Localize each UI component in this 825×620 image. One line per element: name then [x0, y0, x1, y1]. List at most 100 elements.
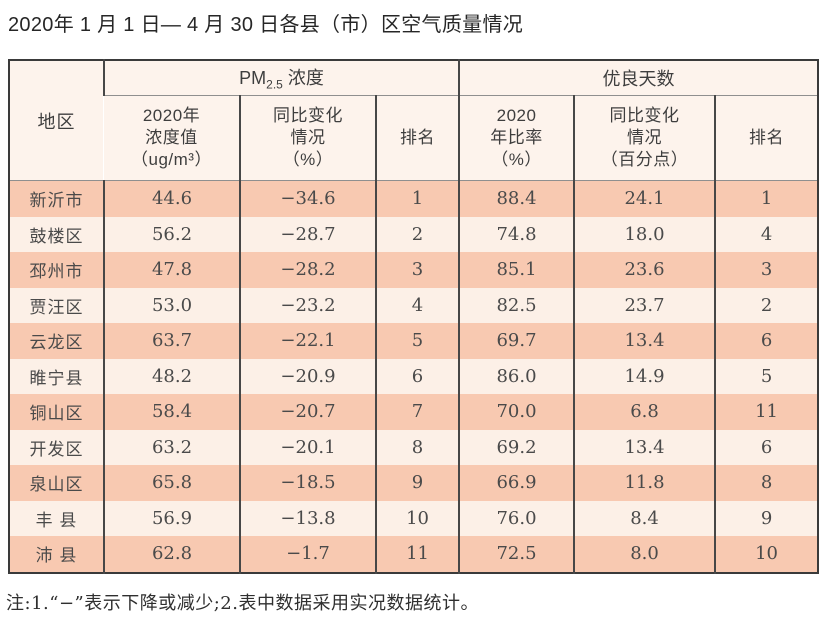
region-cell: 丰 县 — [9, 500, 104, 536]
ratio-cell: 85.1 — [458, 252, 575, 288]
table-row: 睢宁县 48.2 −20.9 6 86.0 14.9 5 — [9, 358, 819, 394]
pm-label-suffix: 浓度 — [282, 68, 324, 89]
ratio-change-cell: 6.8 — [573, 394, 716, 430]
rank-days-cell: 6 — [714, 323, 819, 359]
concentration-cell: 63.2 — [103, 429, 240, 465]
concentration-change-cell: −20.1 — [239, 429, 376, 465]
concentration-cell: 56.9 — [103, 500, 240, 536]
region-cell: 睢宁县 — [9, 358, 104, 394]
header-ratio-change: 同比变化 情况 （百分点） — [573, 95, 716, 181]
rank-days-cell: 4 — [714, 216, 819, 252]
table-row: 铜山区 58.4 −20.7 7 70.0 6.8 11 — [9, 394, 819, 430]
rank-pm-cell: 3 — [374, 252, 460, 288]
concentration-change-cell: −13.8 — [239, 500, 376, 536]
ratio-cell: 76.0 — [458, 500, 575, 536]
air-quality-table: 地区 PM2.5 浓度 优良天数 2020年 浓度值 （ug/m³） 同比变化 … — [8, 59, 820, 574]
concentration-change-cell: −28.7 — [239, 216, 376, 252]
ratio-change-cell: 18.0 — [573, 216, 716, 252]
region-cell: 铜山区 — [9, 394, 104, 430]
ratio-cell: 88.4 — [458, 180, 575, 217]
ratio-change-cell: 23.6 — [573, 252, 716, 288]
header-group-row: 地区 PM2.5 浓度 优良天数 — [9, 60, 819, 181]
concentration-cell: 58.4 — [103, 394, 240, 430]
ratio-change-cell: 13.4 — [573, 429, 716, 465]
table-row: 新沂市 44.6 −34.6 1 88.4 24.1 1 — [9, 180, 819, 217]
ratio-change-cell: 13.4 — [573, 323, 716, 359]
header-concentration: 2020年 浓度值 （ug/m³） — [104, 95, 240, 181]
concentration-cell: 48.2 — [103, 358, 240, 394]
rank-pm-cell: 11 — [374, 536, 460, 573]
header-sub-row: 2020年 浓度值 （ug/m³） 同比变化 情况 （%） 排名 2020 年比… — [9, 95, 819, 181]
rank-days-cell: 6 — [714, 429, 819, 465]
table-row: 鼓楼区 56.2 −28.7 2 74.8 18.0 4 — [9, 216, 819, 252]
table-body: 新沂市 44.6 −34.6 1 88.4 24.1 1 鼓楼区 56.2 −2… — [9, 180, 819, 573]
header-good-days-group: 优良天数 — [458, 60, 819, 96]
ratio-cell: 74.8 — [458, 216, 575, 252]
rank-pm-cell: 1 — [374, 180, 460, 217]
rank-pm-cell: 6 — [374, 358, 460, 394]
ratio-change-cell: 24.1 — [573, 180, 716, 217]
rank-days-cell: 3 — [714, 252, 819, 288]
ratio-change-cell: 23.7 — [573, 287, 716, 323]
rank-days-cell: 8 — [714, 465, 819, 501]
header-rank-days: 排名 — [714, 95, 819, 181]
concentration-cell: 65.8 — [103, 465, 240, 501]
concentration-change-cell: −22.1 — [239, 323, 376, 359]
footnote: 注:1.“−”表示下降或减少;2.表中数据采用实况数据统计。 — [6, 593, 479, 614]
rank-days-cell: 2 — [714, 287, 819, 323]
page-title: 2020年 1 月 1 日— 4 月 30 日各县（市）区空气质量情况 — [8, 14, 524, 36]
ratio-cell: 82.5 — [458, 287, 575, 323]
pm-label-prefix: PM — [239, 68, 267, 89]
concentration-cell: 63.7 — [103, 323, 240, 359]
rank-days-cell: 9 — [714, 500, 819, 536]
ratio-cell: 69.7 — [458, 323, 575, 359]
concentration-change-cell: −23.2 — [239, 287, 376, 323]
concentration-change-cell: −20.9 — [239, 358, 376, 394]
ratio-cell: 72.5 — [458, 536, 575, 573]
region-cell: 鼓楼区 — [9, 216, 104, 252]
concentration-change-cell: −34.6 — [239, 180, 376, 217]
ratio-cell: 69.2 — [458, 429, 575, 465]
ratio-change-cell: 8.4 — [573, 500, 716, 536]
region-cell: 沛 县 — [9, 536, 104, 573]
header-concentration-change: 同比变化 情况 （%） — [239, 95, 376, 181]
pm-label-subscript: 2.5 — [266, 77, 283, 92]
ratio-cell: 70.0 — [458, 394, 575, 430]
header-rank-pm: 排名 — [374, 95, 460, 181]
rank-pm-cell: 9 — [374, 465, 460, 501]
rank-days-cell: 1 — [714, 180, 819, 217]
table-row: 云龙区 63.7 −22.1 5 69.7 13.4 6 — [9, 323, 819, 359]
rank-days-cell: 11 — [714, 394, 819, 430]
header-ratio: 2020 年比率 （%） — [458, 95, 575, 181]
table-row: 贾汪区 53.0 −23.2 4 82.5 23.7 2 — [9, 287, 819, 323]
ratio-cell: 66.9 — [458, 465, 575, 501]
header-region: 地区 — [9, 60, 104, 181]
rank-pm-cell: 5 — [374, 323, 460, 359]
table-row: 泉山区 65.8 −18.5 9 66.9 11.8 8 — [9, 465, 819, 501]
concentration-cell: 56.2 — [103, 216, 240, 252]
region-cell: 泉山区 — [9, 465, 104, 501]
table-row: 沛 县 62.8 −1.7 11 72.5 8.0 10 — [9, 536, 819, 573]
concentration-change-cell: −20.7 — [239, 394, 376, 430]
concentration-cell: 44.6 — [103, 180, 240, 217]
concentration-change-cell: −28.2 — [239, 252, 376, 288]
ratio-change-cell: 14.9 — [573, 358, 716, 394]
rank-pm-cell: 7 — [374, 394, 460, 430]
region-cell: 邳州市 — [9, 252, 104, 288]
table-row: 丰 县 56.9 −13.8 10 76.0 8.4 9 — [9, 500, 819, 536]
rank-pm-cell: 8 — [374, 429, 460, 465]
concentration-change-cell: −18.5 — [239, 465, 376, 501]
concentration-cell: 62.8 — [103, 536, 240, 573]
table-row: 邳州市 47.8 −28.2 3 85.1 23.6 3 — [9, 252, 819, 288]
concentration-change-cell: −1.7 — [239, 536, 376, 573]
ratio-cell: 86.0 — [458, 358, 575, 394]
table-row: 开发区 63.2 −20.1 8 69.2 13.4 6 — [9, 429, 819, 465]
region-cell: 新沂市 — [9, 180, 104, 217]
concentration-cell: 53.0 — [103, 287, 240, 323]
region-cell: 贾汪区 — [9, 287, 104, 323]
region-cell: 云龙区 — [9, 323, 104, 359]
rank-pm-cell: 10 — [374, 500, 460, 536]
header-pm-group: PM2.5 浓度 — [102, 60, 460, 96]
rank-pm-cell: 4 — [374, 287, 460, 323]
